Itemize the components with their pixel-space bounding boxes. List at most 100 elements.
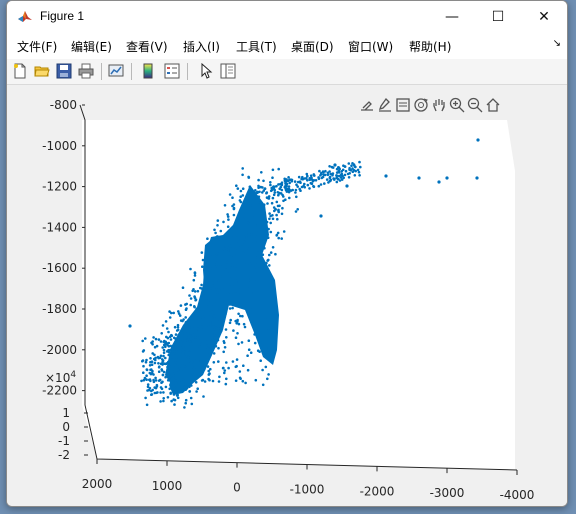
scatter-point	[184, 401, 187, 405]
scatter-point	[353, 174, 357, 177]
new-figure-icon[interactable]	[11, 62, 29, 80]
scatter-point	[148, 386, 152, 390]
scatter-point	[167, 341, 171, 345]
maximize-button[interactable]: ☐	[491, 8, 505, 25]
scatter-point	[280, 181, 284, 184]
menu-window[interactable]: 窗口(W)	[348, 40, 394, 54]
scatter-point	[222, 300, 226, 303]
scatter-point	[157, 370, 161, 374]
scatter-point	[302, 184, 305, 188]
menu-file[interactable]: 文件(F)	[17, 40, 58, 54]
rotate-3d-icon[interactable]	[413, 97, 429, 113]
scatter-point	[348, 172, 352, 175]
brush-icon[interactable]	[377, 97, 393, 113]
legend-icon[interactable]	[163, 62, 181, 80]
scatter-point	[239, 189, 243, 193]
scatter-point	[259, 200, 262, 204]
scatter-point	[192, 278, 196, 282]
scatter-point	[266, 259, 270, 262]
menu-desktop[interactable]: 桌面(D)	[291, 40, 334, 54]
scatter-point	[228, 193, 232, 196]
scatter-point	[268, 212, 271, 215]
scatter-point	[227, 272, 231, 275]
scatter-point	[211, 281, 215, 285]
scatter-point	[228, 303, 232, 306]
title-bar[interactable]: Figure 1 — ☐ ✕	[7, 1, 567, 32]
scatter-point	[266, 236, 270, 239]
save-icon[interactable]	[55, 62, 73, 80]
scatter-point	[171, 367, 175, 371]
property-editor-icon[interactable]	[219, 62, 237, 80]
scatter-point	[176, 326, 180, 329]
scatter-point	[194, 336, 198, 339]
scatter-point	[193, 305, 196, 308]
scatter-point	[213, 228, 216, 232]
scatter-point	[250, 233, 253, 236]
scatter-point	[222, 340, 226, 343]
scatter-point	[179, 370, 183, 374]
menu-view[interactable]: 查看(V)	[126, 40, 168, 54]
scatter-point	[180, 346, 184, 349]
scatter-point	[189, 361, 192, 365]
scatter-point	[263, 246, 266, 250]
scatter-point	[245, 223, 249, 227]
scatter-point	[187, 358, 190, 361]
scatter-point	[246, 218, 250, 222]
data-tips-icon[interactable]	[395, 97, 411, 113]
scatter-point	[224, 261, 228, 264]
axes-background	[82, 120, 515, 470]
scatter-point	[337, 174, 341, 178]
scatter-point	[194, 298, 197, 302]
scatter-point	[272, 193, 276, 197]
scatter-point	[203, 349, 206, 352]
scatter-point	[204, 317, 207, 321]
menu-tools[interactable]: 工具(T)	[236, 40, 277, 54]
scatter-plot-3d[interactable]: -800-1000-1200-1400-1600-1800-2000-2200 …	[7, 85, 567, 506]
scatter-point	[256, 191, 259, 194]
scatter-point	[337, 169, 341, 173]
menu-overflow-arrow-icon[interactable]: ↘	[552, 38, 561, 49]
scatter-point	[192, 336, 195, 339]
scatter-point	[187, 351, 191, 354]
y-axis-exponent: ×104	[45, 370, 76, 385]
scatter-point	[164, 320, 168, 323]
pan-icon[interactable]	[431, 97, 447, 113]
menu-help[interactable]: 帮助(H)	[409, 40, 452, 54]
close-button[interactable]: ✕	[538, 8, 550, 25]
scatter-point	[256, 260, 260, 264]
scatter-point	[170, 386, 174, 389]
scatter-point	[272, 187, 276, 191]
scatter-point	[160, 368, 163, 371]
scatter-point	[185, 375, 189, 379]
scatter-point	[238, 239, 242, 242]
menu-edit[interactable]: 编辑(E)	[71, 40, 112, 54]
scatter-point	[253, 341, 257, 345]
scatter-point	[209, 367, 212, 371]
zoom-out-icon[interactable]	[467, 97, 483, 113]
minimize-button[interactable]: —	[445, 8, 459, 25]
scatter-point	[227, 282, 231, 286]
scatter-point	[174, 341, 177, 345]
scatter-point	[270, 188, 274, 192]
zoom-in-icon[interactable]	[449, 97, 465, 113]
pointer-icon[interactable]	[197, 62, 215, 80]
scatter-point	[205, 263, 209, 266]
figure-canvas[interactable]: -800 -1000 -1200 -1400 -1600 -1800 -2000 -2200 …	[7, 85, 567, 506]
open-folder-icon[interactable]	[33, 62, 51, 80]
scatter-point	[265, 329, 268, 332]
scatter-point	[202, 294, 205, 298]
scatter-point	[237, 237, 240, 240]
scatter-point	[240, 269, 243, 272]
scatter-point	[239, 293, 242, 296]
colorbar-icon[interactable]	[139, 62, 157, 80]
scatter-point	[184, 338, 187, 341]
scatter-point	[268, 253, 271, 257]
export-icon[interactable]	[359, 97, 375, 113]
menu-insert[interactable]: 插入(I)	[183, 40, 220, 54]
home-icon[interactable]	[485, 97, 501, 113]
scatter-point	[174, 389, 178, 393]
scatter-point	[213, 334, 216, 337]
link-plot-icon[interactable]	[107, 62, 125, 80]
print-icon[interactable]	[77, 62, 95, 80]
scatter-point	[171, 350, 174, 353]
